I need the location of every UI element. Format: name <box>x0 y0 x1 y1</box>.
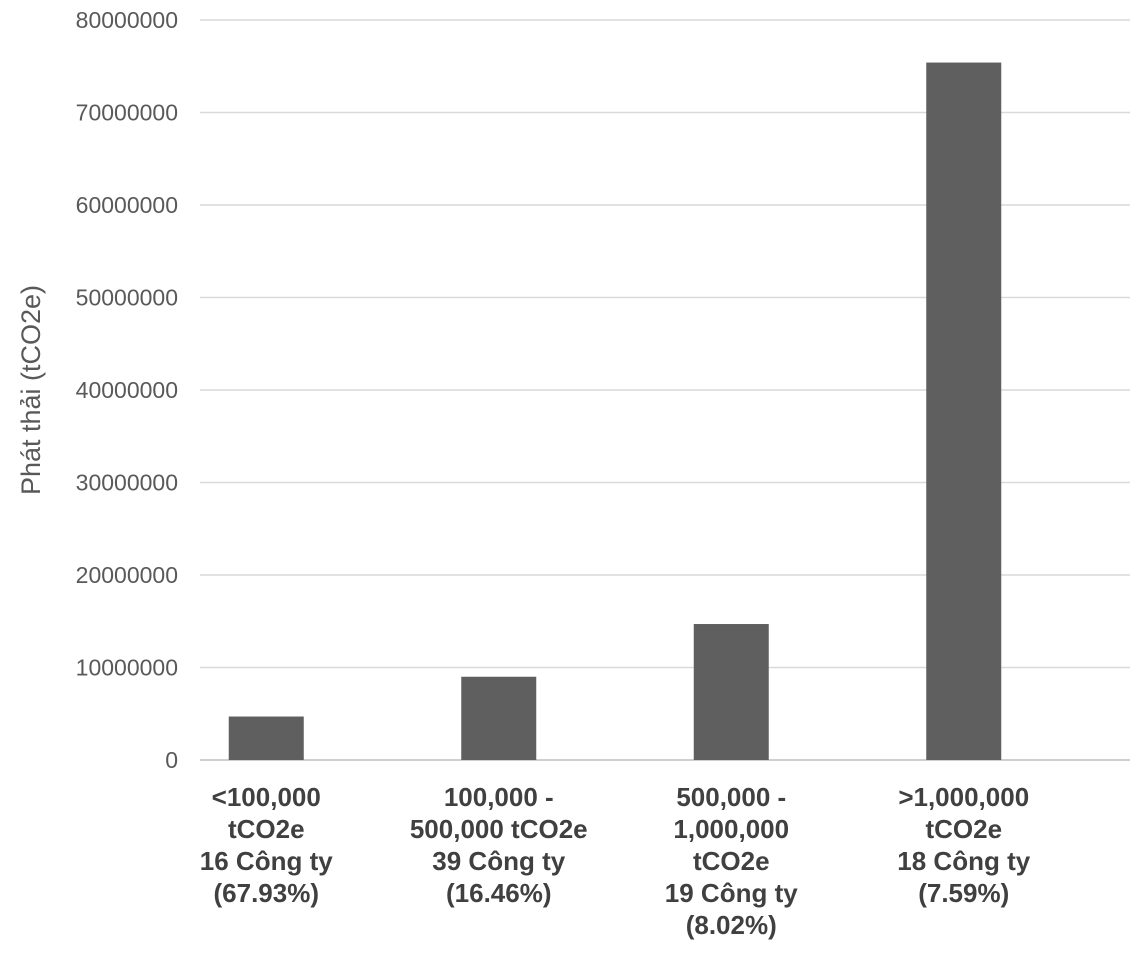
x-category-label: 100,000 -500,000 tCO2e 39 Công ty (16.46%) <box>410 782 588 908</box>
x-category-label: >1,000,000 tCO2e 18 Công ty (7.59%) <box>897 782 1030 908</box>
y-tick-label: 70000000 <box>76 100 178 126</box>
x-category-label: 500,000 -1,000,000 tCO2e 19 Công ty (8.02%) <box>665 782 798 940</box>
y-axis-ticks: 0 10000000 20000000 30000000 40000000 5000000… <box>76 7 178 773</box>
x-category-label-line: (7.59%) <box>918 878 1009 908</box>
x-category-label: <100,000 tCO2e 16 Công ty (67.93%) <box>200 782 333 908</box>
x-category-label-line: 1,000,000 <box>673 814 789 844</box>
y-tick-label: 80000000 <box>76 7 178 33</box>
x-category-label-line: (67.93%) <box>214 878 320 908</box>
gridlines <box>200 19 1130 761</box>
bars <box>228 62 1002 761</box>
bar <box>461 676 537 760</box>
x-category-label-line: tCO2e <box>693 846 770 876</box>
y-tick-label: 0 <box>165 747 178 773</box>
y-tick-label: 50000000 <box>76 285 178 311</box>
x-category-label-line: 16 Công ty <box>200 846 333 876</box>
x-category-label-line: tCO2e <box>925 814 1002 844</box>
x-category-label-line: <100,000 <box>212 782 321 812</box>
y-tick-label: 40000000 <box>76 377 178 403</box>
y-axis-title: Phát thải (tCO2e) <box>16 285 46 495</box>
x-category-label-line: (16.46%) <box>446 878 552 908</box>
y-tick-label: 60000000 <box>76 192 178 218</box>
x-category-label-line: tCO2e <box>228 814 305 844</box>
x-category-label-line: 500,000 tCO2e <box>410 814 588 844</box>
y-tick-label: 20000000 <box>76 562 178 588</box>
x-category-label-line: 39 Công ty <box>432 846 565 876</box>
bar <box>926 62 1002 761</box>
x-category-label-line: (8.02%) <box>686 910 777 940</box>
x-category-label-line: 19 Công ty <box>665 878 798 908</box>
y-tick-label: 30000000 <box>76 470 178 496</box>
x-category-label-line: >1,000,000 <box>898 782 1029 812</box>
bar <box>693 624 769 760</box>
bar <box>228 716 304 760</box>
x-axis-labels: <100,000 tCO2e 16 Công ty (67.93%)100,000 -… <box>200 782 1031 940</box>
x-category-label-line: 500,000 - <box>676 782 786 812</box>
x-category-label-line: 18 Công ty <box>897 846 1030 876</box>
x-category-label-line: 100,000 - <box>444 782 554 812</box>
y-tick-label: 10000000 <box>76 655 178 681</box>
